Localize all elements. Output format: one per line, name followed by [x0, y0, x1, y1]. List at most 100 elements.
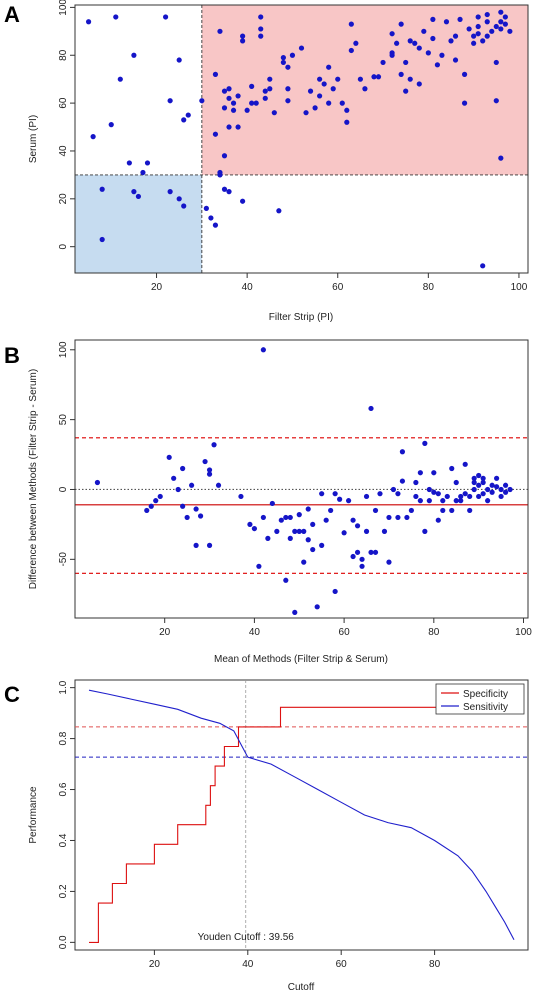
data-point — [144, 507, 150, 514]
data-point — [403, 88, 409, 94]
data-point — [249, 100, 255, 106]
data-point — [475, 31, 481, 37]
panel-a-plot-frame — [74, 4, 529, 274]
data-point — [412, 40, 418, 46]
x-tick-label: 80 — [428, 627, 440, 638]
data-point — [440, 507, 446, 514]
data-point — [337, 496, 343, 502]
data-point — [140, 169, 146, 176]
x-tick-label: 80 — [429, 959, 441, 970]
data-point — [484, 33, 490, 39]
data-point — [452, 33, 459, 39]
x-tick-label: 40 — [249, 627, 261, 638]
data-point — [280, 55, 286, 61]
data-point — [260, 347, 266, 353]
data-point — [480, 263, 486, 269]
data-point — [417, 470, 423, 476]
y-tick-label: 100 — [58, 341, 69, 358]
y-tick-label: 0.8 — [58, 731, 69, 745]
data-point — [296, 512, 302, 518]
data-point — [235, 93, 241, 99]
data-point — [258, 33, 264, 39]
data-point — [489, 482, 495, 488]
y-tick-label: 0.4 — [58, 833, 69, 847]
data-point — [148, 503, 154, 509]
panel-c-y-axis-label: Performance — [28, 786, 39, 844]
data-point — [422, 528, 428, 534]
data-point — [230, 100, 237, 106]
data-point — [260, 514, 266, 521]
y-tick-label: 0 — [58, 486, 69, 492]
data-point — [131, 189, 137, 195]
x-tick-label: 80 — [423, 282, 435, 293]
data-point — [461, 71, 468, 77]
data-point — [453, 498, 459, 504]
data-point — [339, 100, 345, 106]
legend-specificity-label: Specificity — [463, 689, 508, 700]
data-point — [458, 493, 464, 500]
data-point — [240, 33, 246, 39]
data-point — [258, 14, 264, 20]
data-point — [226, 95, 232, 101]
data-point — [498, 9, 504, 15]
data-point — [363, 528, 370, 534]
data-point — [377, 491, 383, 497]
data-point — [354, 549, 361, 555]
data-point — [375, 74, 382, 80]
data-point — [256, 563, 262, 569]
data-point — [457, 16, 463, 22]
data-point — [285, 86, 291, 92]
data-point — [494, 475, 500, 481]
data-point — [301, 559, 307, 565]
data-point — [348, 47, 354, 54]
data-point — [435, 491, 441, 497]
specificity-curve — [89, 706, 514, 943]
x-tick-label: 40 — [242, 282, 254, 293]
data-point — [221, 153, 228, 159]
data-point — [221, 186, 228, 192]
data-point — [144, 160, 151, 166]
data-point — [426, 486, 432, 493]
data-point — [319, 491, 325, 497]
data-point — [176, 57, 182, 63]
data-point — [390, 486, 397, 493]
data-point — [398, 71, 404, 77]
data-point — [448, 38, 454, 44]
data-point — [480, 491, 486, 497]
data-point — [217, 28, 223, 34]
data-point — [167, 189, 173, 195]
data-point — [267, 76, 273, 82]
data-point — [332, 491, 338, 497]
data-point — [498, 26, 504, 32]
data-point — [489, 28, 495, 34]
data-point — [502, 482, 509, 488]
data-point — [258, 26, 264, 32]
data-point — [217, 172, 223, 178]
data-point — [452, 57, 459, 63]
data-point — [94, 479, 101, 486]
x-tick-label: 100 — [515, 627, 532, 638]
data-point — [285, 64, 291, 70]
data-point — [431, 470, 437, 476]
data-point — [502, 21, 508, 27]
data-point — [484, 19, 490, 25]
y-tick-label: 0.0 — [58, 935, 69, 949]
y-tick-label: 0.2 — [58, 884, 69, 898]
data-point — [226, 86, 232, 92]
data-point — [471, 475, 477, 481]
data-point — [330, 86, 336, 92]
y-tick-label: 80 — [58, 49, 69, 61]
data-point — [489, 489, 495, 495]
panel-c-label: C — [4, 682, 20, 707]
data-point — [403, 59, 409, 66]
data-point — [292, 609, 298, 616]
data-point — [480, 475, 486, 481]
data-point — [211, 442, 217, 448]
data-point — [416, 45, 422, 51]
data-point — [199, 98, 205, 104]
data-point — [221, 88, 228, 94]
data-point — [131, 52, 137, 58]
data-point — [280, 59, 286, 66]
data-point — [203, 205, 209, 211]
